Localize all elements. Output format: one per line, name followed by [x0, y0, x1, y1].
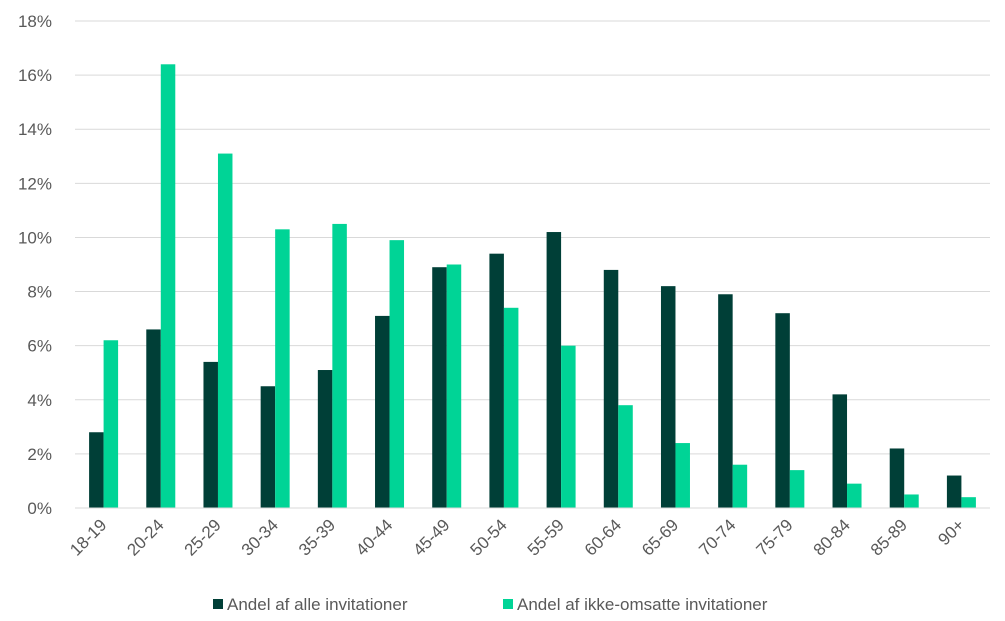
- y-tick-label: 18%: [18, 12, 52, 31]
- x-tick-label: 20-24: [123, 515, 167, 559]
- y-axis-tick-labels: 0% 2% 4% 6% 8% 10% 12% 14% 16% 18%: [18, 12, 52, 518]
- bar-all-invitations: [889, 448, 905, 508]
- bar-all-invitations: [775, 313, 790, 508]
- bar-all-invitations: [546, 232, 562, 509]
- bar-all-invitations: [203, 361, 218, 508]
- bar-unused-invitations: [847, 483, 862, 508]
- legend-label: Andel af alle invitationer: [227, 595, 408, 614]
- bar-unused-invitations: [389, 240, 405, 508]
- x-tick-label: 45-49: [409, 515, 453, 559]
- x-tick-label: 30-34: [238, 515, 282, 559]
- bar-unused-invitations: [618, 405, 633, 508]
- bar-all-invitations: [603, 269, 619, 508]
- y-tick-label: 10%: [18, 228, 52, 247]
- legend-swatch: [213, 599, 223, 609]
- x-tick-label: 50-54: [467, 515, 511, 559]
- bar-unused-invitations: [904, 494, 919, 508]
- bar-all-invitations: [317, 370, 333, 508]
- bar-unused-invitations: [732, 464, 748, 508]
- bar-all-invitations: [146, 329, 161, 508]
- bar-all-invitations: [718, 294, 733, 508]
- bar-all-invitations: [832, 394, 848, 508]
- legend-swatch: [503, 599, 513, 609]
- bar-unused-invitations: [160, 64, 176, 509]
- x-tick-label: 18-19: [66, 515, 110, 559]
- x-tick-label: 40-44: [352, 515, 396, 559]
- bar-all-invitations: [432, 267, 447, 508]
- bar-all-invitations: [375, 315, 390, 508]
- y-tick-label: 8%: [27, 283, 52, 302]
- y-tick-label: 0%: [27, 499, 52, 518]
- y-tick-label: 14%: [18, 120, 52, 139]
- bar-all-invitations: [946, 475, 962, 508]
- bar-all-invitations: [89, 432, 104, 508]
- bar-unused-invitations: [961, 497, 976, 508]
- y-tick-label: 4%: [27, 391, 52, 410]
- x-tick-label: 25-29: [181, 515, 225, 559]
- x-tick-label: 65-69: [638, 515, 682, 559]
- legend: Andel af alle invitationer Andel af ikke-…: [213, 595, 768, 614]
- bar-all-invitations: [660, 286, 676, 508]
- x-tick-label: 70-74: [695, 515, 739, 559]
- x-tick-label: 90+: [934, 515, 968, 549]
- bar-unused-invitations: [332, 223, 347, 508]
- bar-unused-invitations: [275, 229, 290, 509]
- x-tick-label: 55-59: [524, 515, 568, 559]
- x-tick-label: 80-84: [810, 515, 854, 559]
- bar-unused-invitations: [103, 340, 119, 508]
- bar-unused-invitations: [446, 264, 462, 508]
- bar-unused-invitations: [789, 470, 805, 508]
- legend-label: Andel af ikke-omsatte invitationer: [517, 595, 768, 614]
- bar-unused-invitations: [503, 307, 519, 508]
- x-tick-label: 35-39: [295, 515, 339, 559]
- bar-all-invitations: [489, 253, 504, 508]
- y-tick-label: 12%: [18, 174, 52, 193]
- y-tick-label: 16%: [18, 66, 52, 85]
- bar-all-invitations: [260, 386, 276, 508]
- bar-unused-invitations: [217, 153, 233, 509]
- bar-unused-invitations: [675, 443, 690, 508]
- y-tick-label: 6%: [27, 337, 52, 356]
- x-tick-label: 85-89: [867, 515, 911, 559]
- x-tick-label: 60-64: [581, 515, 625, 559]
- bars: [89, 64, 976, 509]
- x-tick-label: 75-79: [752, 515, 796, 559]
- x-axis-tick-labels: 18-19 20-24 25-29 30-34 35-39 40-44 45-49 50-54…: [66, 515, 968, 559]
- bar-unused-invitations: [561, 345, 576, 508]
- y-tick-label: 2%: [27, 445, 52, 464]
